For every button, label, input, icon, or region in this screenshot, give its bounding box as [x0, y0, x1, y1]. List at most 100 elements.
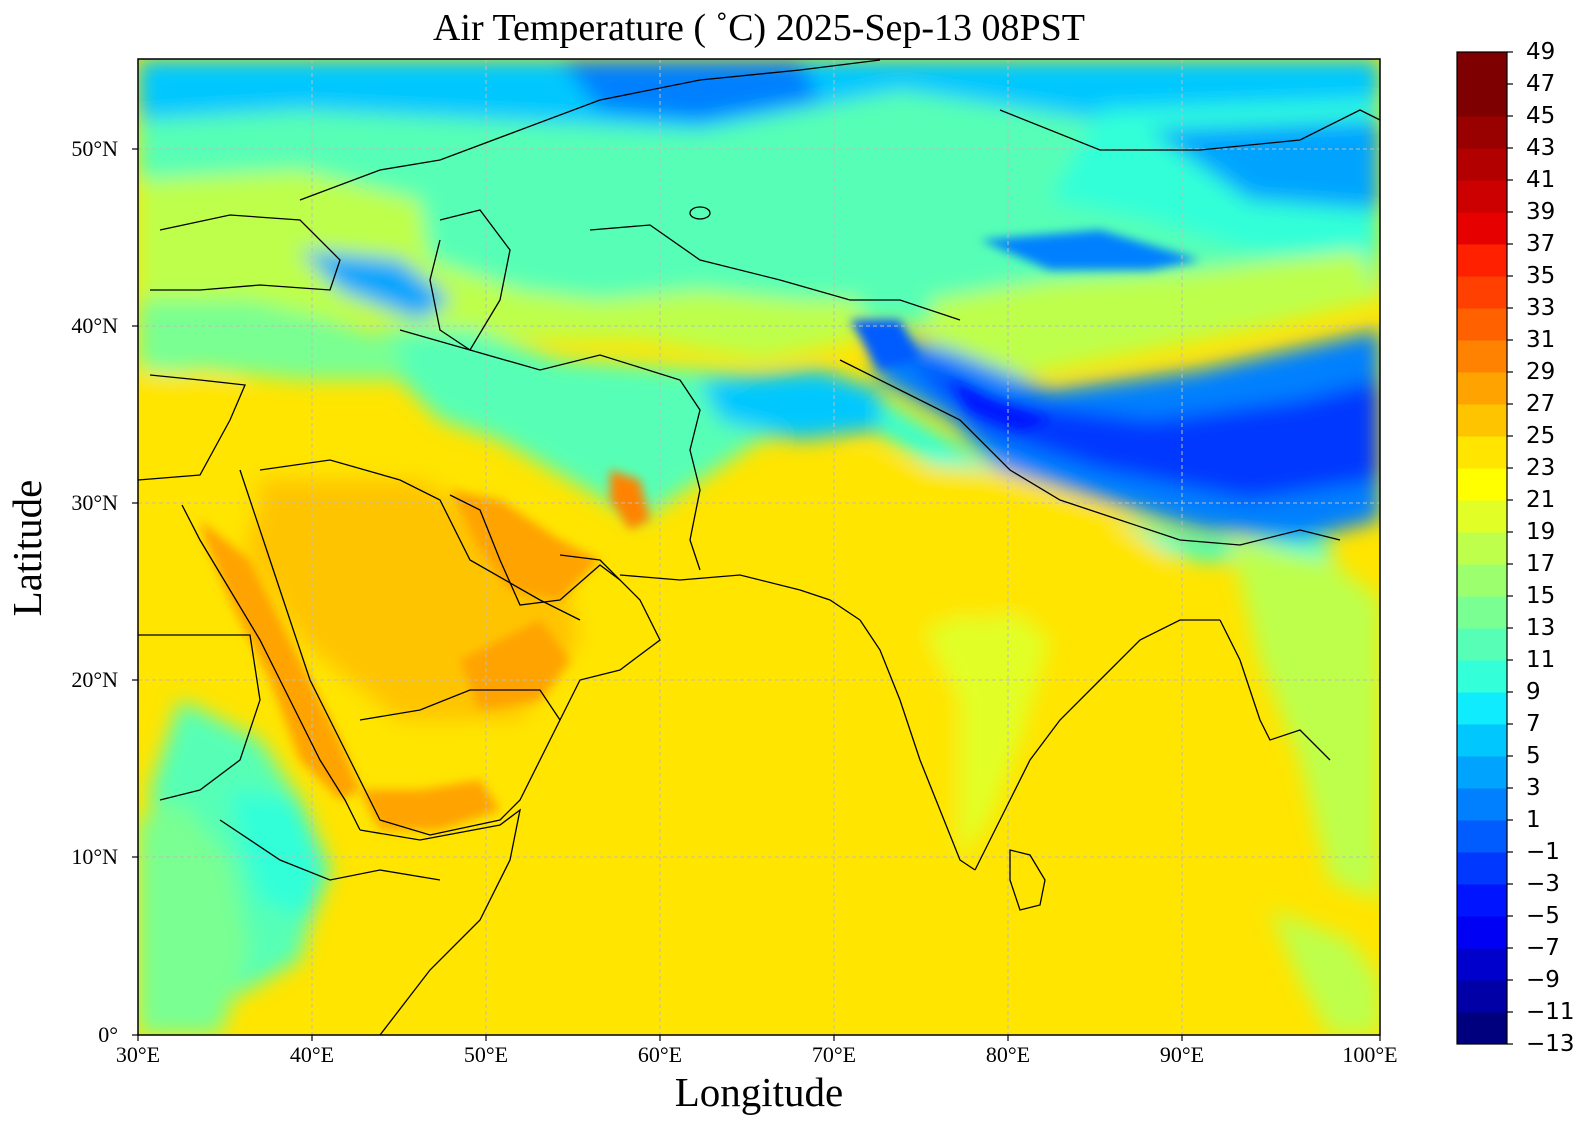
colorbar-segment — [1457, 84, 1507, 117]
colorbar-segment — [1457, 916, 1507, 949]
colorbar — [1457, 52, 1507, 1045]
colorbar-tick-label: 15 — [1526, 583, 1556, 609]
colorbar-segment — [1457, 308, 1507, 341]
africa-borders — [138, 634, 441, 881]
colorbar-segment — [1457, 436, 1507, 469]
y-axis-title: Latitude — [4, 479, 50, 617]
y-tick-label: 50°N — [71, 136, 118, 161]
colorbar-tick-label: −1 — [1526, 839, 1560, 865]
colorbar-tick-label: −5 — [1526, 903, 1560, 929]
y-tick-label: 20°N — [71, 667, 118, 692]
colorbar-tick-label: −7 — [1526, 935, 1560, 961]
anatolia — [138, 300, 400, 380]
ethiopia-cold — [230, 790, 330, 920]
horn-coast — [359, 808, 521, 1035]
y-tick-label: 30°N — [71, 490, 118, 515]
china-border — [999, 109, 1380, 151]
x-tick-label: 70°E — [811, 1042, 857, 1067]
tibet-coldest — [950, 380, 1050, 430]
persian-gulf-hot — [450, 490, 600, 600]
x-tick-label: 80°E — [985, 1042, 1031, 1067]
colorbar-segment — [1457, 788, 1507, 821]
colorbar-tick-label: 23 — [1526, 455, 1556, 481]
sri-lanka — [1009, 849, 1046, 911]
colorbar-segment — [1457, 852, 1507, 885]
pamir-cold — [850, 320, 920, 370]
iran-border — [399, 329, 701, 571]
x-tick-label: 100°E — [1342, 1042, 1398, 1067]
east-africa-cool — [138, 800, 250, 1035]
colorbar-tick-label: 41 — [1526, 167, 1556, 193]
colorbar-tick-label: 33 — [1526, 295, 1556, 321]
colorbar-border — [1456, 51, 1508, 1045]
iran-pakistan-coast — [619, 574, 861, 621]
x-tick-label: 40°E — [289, 1042, 335, 1067]
colorbar-segment — [1457, 596, 1507, 629]
yemen-border — [359, 689, 561, 721]
colorbar-segment — [1457, 820, 1507, 853]
colorbar-tick-label: 7 — [1526, 711, 1541, 737]
x-tick-label: 50°E — [463, 1042, 509, 1067]
x-axis-title: Longitude — [674, 1069, 844, 1115]
gridlines — [138, 59, 1380, 1035]
colorbar-tick-label: 31 — [1526, 327, 1556, 353]
colorbar-segment — [1457, 660, 1507, 693]
colorbar-segment — [1457, 212, 1507, 245]
tarim-warm — [930, 250, 1380, 380]
colorbar-segment — [1457, 564, 1507, 597]
steppe-mild-zone — [138, 170, 860, 360]
tien-shan-cold — [980, 230, 1200, 270]
y-tick-label: 10°N — [71, 844, 118, 869]
arabia-coast — [239, 469, 661, 836]
india-east-coast — [974, 619, 1220, 871]
x-tick-label: 90°E — [1159, 1042, 1205, 1067]
colorbar-tick-label: 27 — [1526, 391, 1556, 417]
rub-al-khali-hot — [460, 620, 570, 710]
y-tick-label: 40°N — [71, 313, 118, 338]
himalaya-border — [839, 359, 1341, 546]
colorbar-tick-label: 47 — [1526, 71, 1556, 97]
kazakh-border — [299, 59, 881, 201]
colorbar-tick-label: 35 — [1526, 263, 1556, 289]
colorbar-ticks — [1507, 51, 1513, 1045]
colorbar-segment — [1457, 1012, 1507, 1045]
colorbar-segment — [1457, 116, 1507, 149]
caspian-sea — [429, 209, 511, 351]
colorbar-tick-label: 43 — [1526, 135, 1556, 161]
colorbar-segment — [1457, 884, 1507, 917]
colorbar-tick-label: 25 — [1526, 423, 1556, 449]
tibet-colder — [900, 350, 1380, 500]
colorbar-segment — [1457, 404, 1507, 437]
colorbar-tick-label: 1 — [1526, 807, 1541, 833]
sumatra-mild — [1270, 910, 1380, 1035]
red-sea-coast-west — [181, 504, 361, 831]
colorbar-tick-label: 9 — [1526, 679, 1541, 705]
colorbar-segment — [1457, 692, 1507, 725]
coastlines-borders — [138, 59, 1380, 1035]
temperature-field — [138, 59, 1380, 1035]
gangetic-warm — [840, 460, 1180, 620]
colorbar-tick-label: 3 — [1526, 775, 1541, 801]
y-tick-label: 0° — [98, 1022, 118, 1047]
x-tick-label: 30°E — [115, 1042, 161, 1067]
colorbar-segment — [1457, 500, 1507, 533]
x-tick-label: 60°E — [637, 1042, 683, 1067]
colorbar-tick-label: 37 — [1526, 231, 1556, 257]
colorbar-segment — [1457, 532, 1507, 565]
map-title: Air Temperature ( ˚C) 2025-Sep-13 08PST — [432, 7, 1085, 49]
india-west-coast — [859, 619, 976, 871]
colorbar-segment — [1457, 948, 1507, 981]
colorbar-tick-label: 13 — [1526, 615, 1556, 641]
colorbar-segment — [1457, 468, 1507, 501]
colorbar-segment — [1457, 180, 1507, 213]
colorbar-tick-label: 49 — [1526, 39, 1556, 65]
colorbar-tick-label: 29 — [1526, 359, 1556, 385]
arabian-sea-yellow — [480, 580, 960, 1035]
colorbar-segment — [1457, 372, 1507, 405]
bay-of-bengal-east — [1219, 619, 1331, 761]
afghan-cool — [700, 370, 880, 440]
gulf-coast — [449, 494, 621, 606]
colorbar-segment — [1457, 628, 1507, 661]
colorbar-tick-label: −13 — [1526, 1031, 1575, 1057]
mongolia-colder — [1150, 120, 1380, 210]
